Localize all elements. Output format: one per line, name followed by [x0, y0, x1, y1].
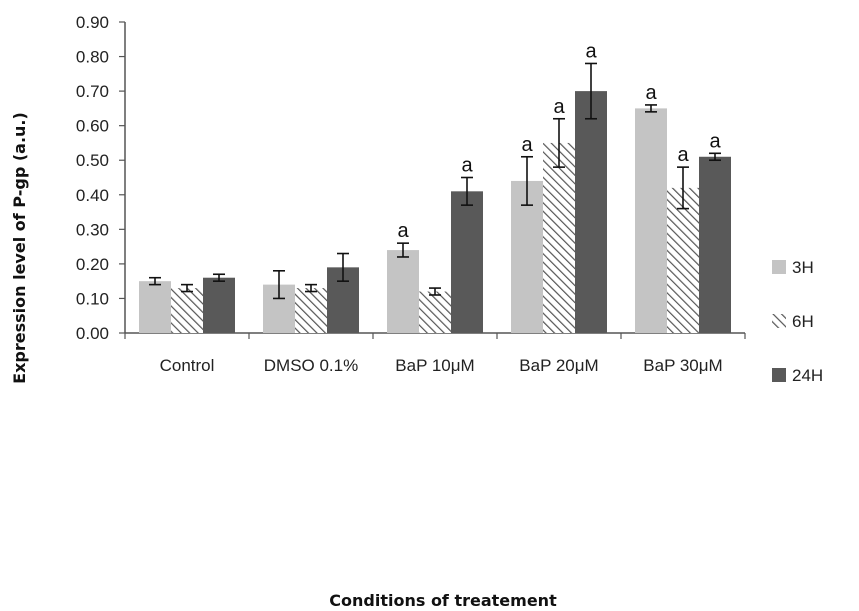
bars: [139, 91, 731, 333]
bar-6h: [419, 291, 451, 333]
x-tick-label: BaP 20μM: [519, 356, 598, 375]
y-tick-label: 0.10: [76, 289, 109, 308]
bar-24h: [575, 91, 607, 333]
bar-3h: [387, 250, 419, 333]
y-tick-label: 0.30: [76, 220, 109, 239]
axes: 0.00 0.10 0.20 0.30 0.40 0.50 0.60 0.70 0.80 0.90…: [76, 13, 746, 375]
y-tick-label: 0.00: [76, 324, 109, 343]
legend-label: 6H: [792, 312, 814, 331]
bar-3h: [511, 180, 543, 333]
y-tick-label: 0.20: [76, 255, 109, 274]
x-axis-title: Conditions of treatement: [329, 591, 557, 610]
legend-swatch: [772, 368, 786, 382]
legend-swatch: [772, 260, 786, 274]
bar-6h: [667, 187, 699, 333]
legend-label: 3H: [792, 258, 814, 277]
significance-label: a: [645, 82, 657, 104]
significance-label: a: [677, 144, 689, 166]
bar-24h: [699, 156, 731, 333]
bar-24h: [451, 191, 483, 333]
significance-label: a: [521, 134, 533, 156]
x-tick-label: Control: [160, 356, 215, 375]
significance-label: a: [709, 130, 721, 152]
significance-label: a: [585, 40, 597, 62]
significance-label: a: [461, 155, 473, 177]
bar-6h: [295, 288, 327, 333]
legend-label: 24H: [792, 366, 823, 385]
significance-label: a: [553, 96, 565, 118]
bar-6h: [171, 288, 203, 333]
y-tick-label: 0.90: [76, 13, 109, 32]
y-tick-label: 0.60: [76, 117, 109, 136]
y-tick-label: 0.80: [76, 48, 109, 67]
y-tick-label: 0.70: [76, 82, 109, 101]
y-tick-label: 0.40: [76, 186, 109, 205]
significance-label: a: [397, 220, 409, 242]
x-tick-label: DMSO 0.1%: [264, 356, 358, 375]
y-tick-label: 0.50: [76, 151, 109, 170]
error-bars: [149, 62, 721, 300]
x-tick-label: BaP 10μM: [395, 356, 474, 375]
bar-6h: [543, 142, 575, 333]
bar-3h: [139, 281, 171, 333]
x-tick-label: BaP 30μM: [643, 356, 722, 375]
legend: 3H 6H 24H: [772, 258, 823, 385]
bar-3h: [635, 108, 667, 333]
bar-24h: [203, 277, 235, 333]
y-axis-title: Expression level of P-gp (a.u.): [10, 112, 29, 384]
legend-swatch: [772, 314, 786, 328]
